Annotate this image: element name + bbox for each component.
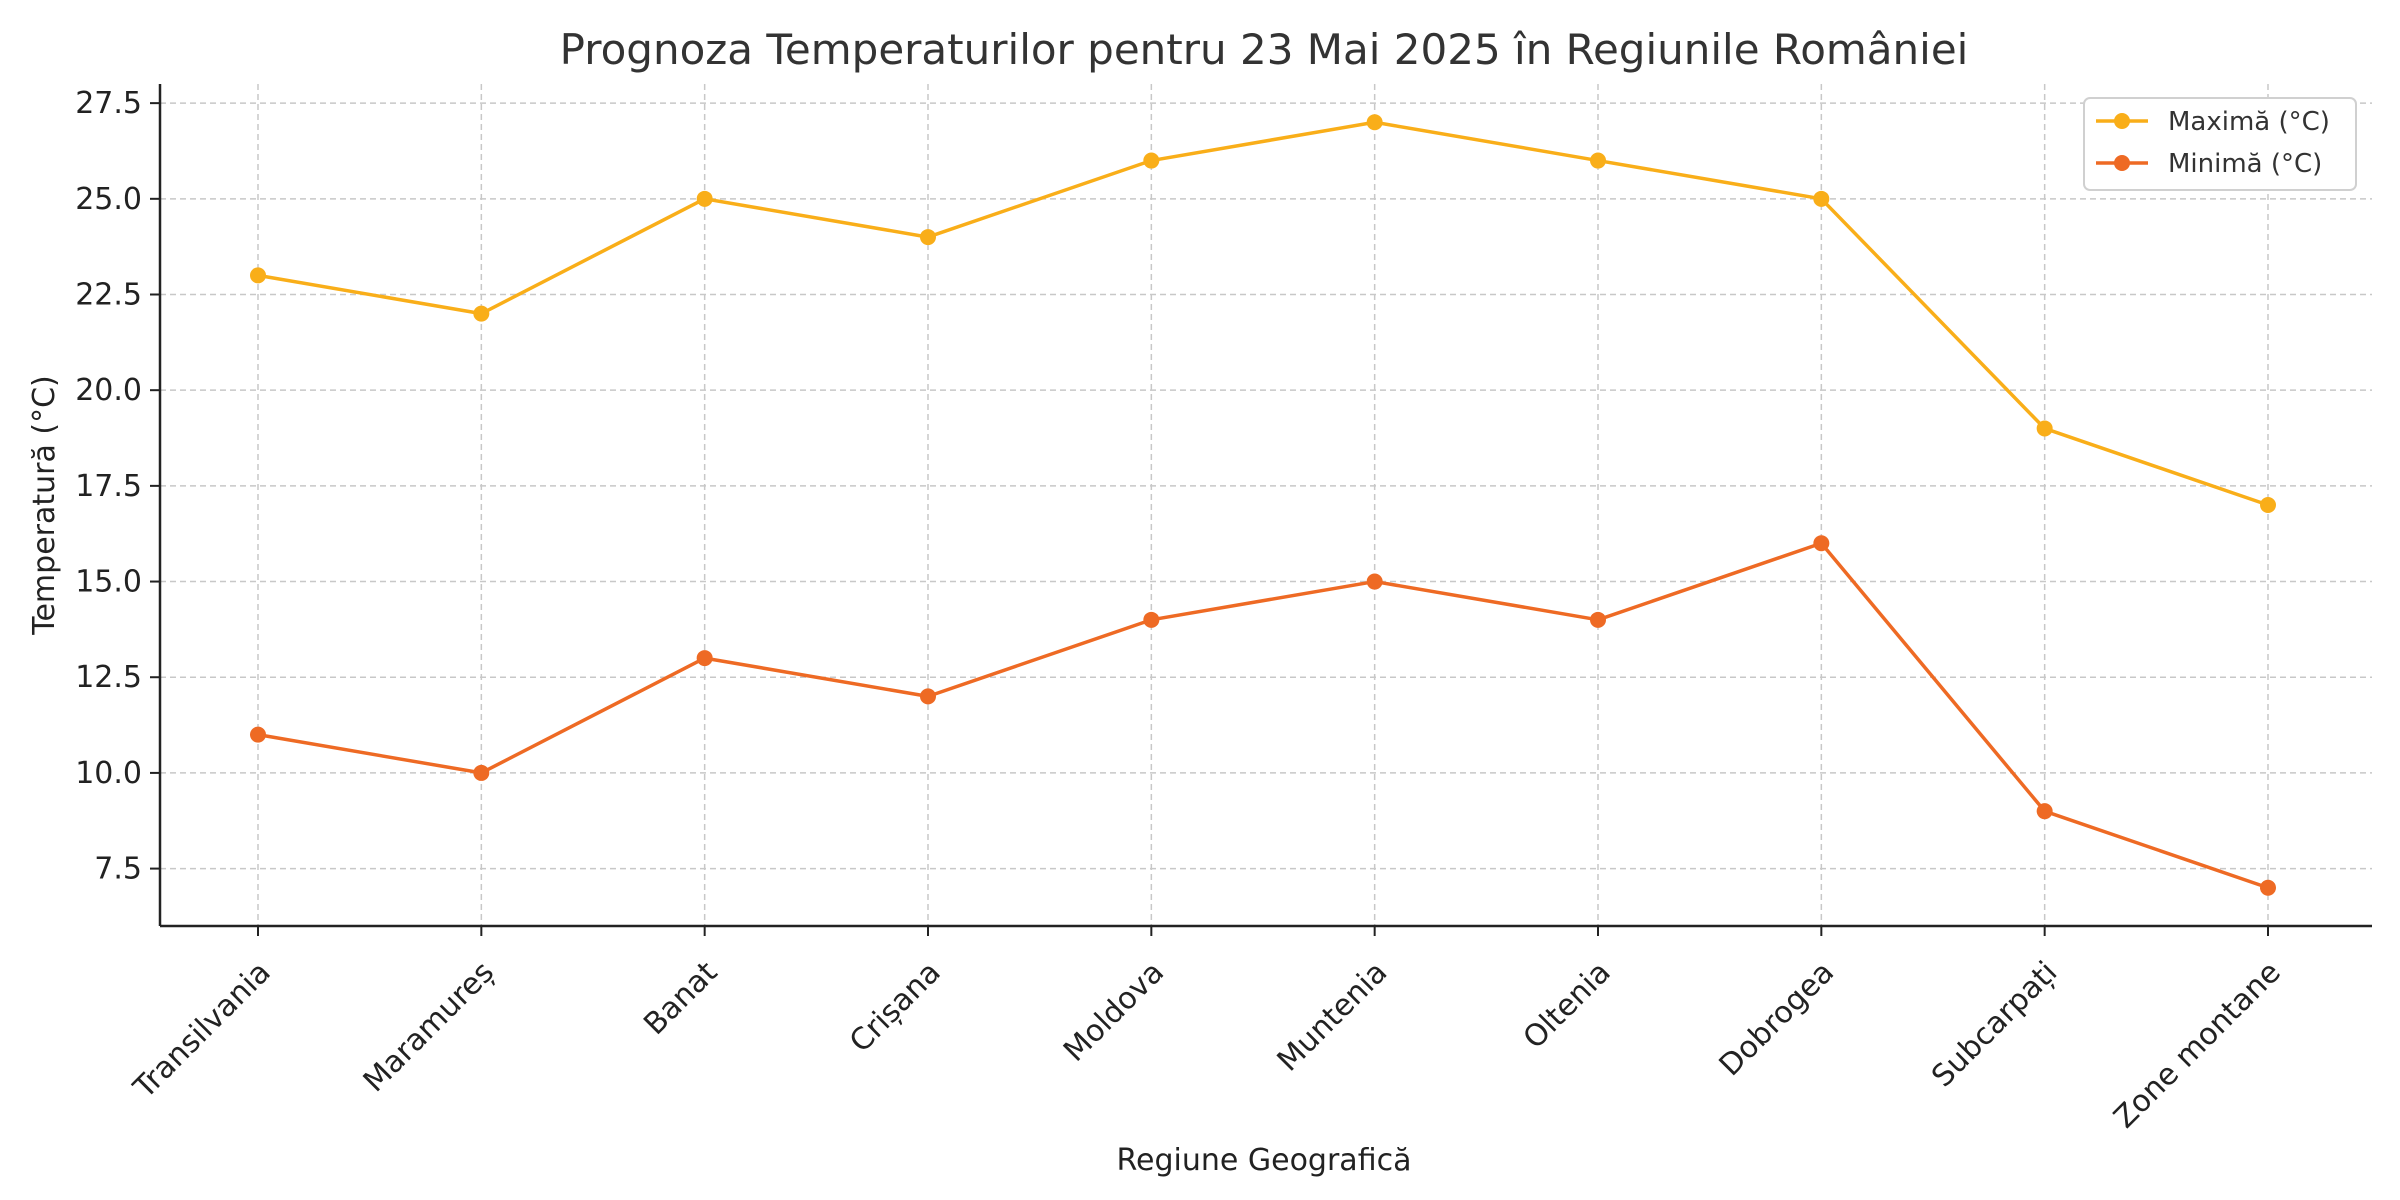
x-tick-label-banat: Banat xyxy=(637,955,724,1042)
series xyxy=(250,114,2276,896)
axes xyxy=(158,84,2372,928)
data-point-minima-banat xyxy=(696,650,713,667)
data-point-minima-crisana xyxy=(920,688,936,705)
x-axis-label: Regiune Geografică xyxy=(1117,1143,1412,1178)
legend-label-minima: Minimă (°C) xyxy=(2168,149,2322,179)
legend-box xyxy=(2083,97,2357,191)
x-tick-label-crisana: Crișana xyxy=(843,955,948,1060)
y-tick-label: 12.5 xyxy=(75,660,142,695)
data-point-minima-muntenia xyxy=(1366,573,1383,590)
x-tick-label-maramures: Maramureș xyxy=(357,955,501,1099)
y-ticks: 7.5 10.0 12.5 15.0 17.5 20.0 22.5 25.0 27.5 xyxy=(75,86,160,887)
data-point-maxima-zone-montane xyxy=(2260,497,2276,513)
y-tick-label: 22.5 xyxy=(75,278,142,313)
y-tick-label: 7.5 xyxy=(94,852,142,887)
y-tick-label: 20.0 xyxy=(75,373,142,408)
series-maxima xyxy=(250,114,2276,513)
y-tick-label: 27.5 xyxy=(75,86,142,121)
x-tick-label-dobrogea: Dobrogea xyxy=(1713,955,1841,1083)
series-minima xyxy=(250,535,2276,896)
legend-marker-maxima xyxy=(2114,113,2130,129)
series-line-minima xyxy=(257,541,2269,890)
data-point-minima-oltenia xyxy=(1590,611,1606,628)
data-point-maxima-dobrogea xyxy=(1813,190,1830,207)
y-tick-label: 15.0 xyxy=(75,565,142,600)
x-tick-label-transilvania: Transilvania xyxy=(126,955,277,1106)
data-point-minima-dobrogea xyxy=(1813,535,1830,552)
x-tick-label-muntenia: Muntenia xyxy=(1271,955,1395,1079)
data-point-maxima-moldova xyxy=(1143,152,1160,169)
legend-label-maxima: Maximă (°C) xyxy=(2168,107,2330,137)
data-point-minima-transilvania xyxy=(250,726,266,743)
data-point-maxima-transilvania xyxy=(250,267,266,284)
data-point-minima-zone-montane xyxy=(2260,879,2276,896)
grid xyxy=(160,84,2372,926)
y-tick-label: 10.0 xyxy=(75,756,142,791)
data-point-maxima-muntenia xyxy=(1366,114,1383,131)
data-point-minima-maramures xyxy=(473,764,490,781)
x-tick-label-subcarpati: Subcarpați xyxy=(1925,955,2064,1094)
y-axis-label: Temperatură (°C) xyxy=(27,375,62,636)
x-tick-label-moldova: Moldova xyxy=(1057,955,1171,1069)
data-point-maxima-subcarpati xyxy=(2036,420,2053,437)
data-point-maxima-oltenia xyxy=(1590,152,1606,169)
data-point-maxima-crisana xyxy=(920,229,936,246)
series-line-maxima xyxy=(257,120,2269,507)
y-tick-label: 25.0 xyxy=(75,182,142,217)
chart-title: Prognoza Temperaturilor pentru 23 Mai 20… xyxy=(560,25,1969,74)
data-point-minima-moldova xyxy=(1143,611,1160,628)
x-tick-label-zone-montane: Zone montane xyxy=(2107,955,2287,1135)
data-point-maxima-banat xyxy=(696,190,713,207)
x-ticks: Transilvania Maramureș Banat Crișana Moldova… xyxy=(126,926,2288,1135)
legend: Maximă (°C) Minimă (°C) xyxy=(2083,97,2357,191)
legend-marker-minima xyxy=(2114,155,2130,171)
x-tick-label-oltenia: Oltenia xyxy=(1517,955,1618,1056)
data-point-maxima-maramures xyxy=(473,305,490,322)
y-tick-label: 17.5 xyxy=(75,469,142,504)
data-point-minima-subcarpati xyxy=(2036,803,2053,820)
